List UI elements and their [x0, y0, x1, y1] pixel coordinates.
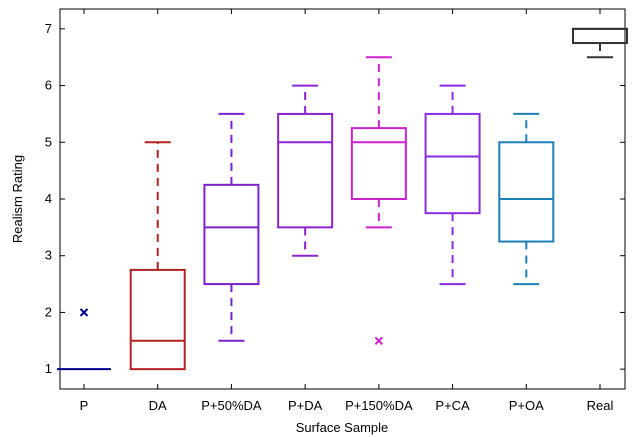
x-tick-label: P: [80, 398, 89, 413]
x-tick-label: DA: [149, 398, 167, 413]
x-axis-ticks: P DA P+50%DA P+DA P+150%DA P+CA P+OA Real: [80, 9, 614, 413]
box-real: [572, 27, 628, 59]
outlier-marker-stroke-b: [374, 336, 384, 345]
x-axis-label: Surface Sample: [296, 420, 389, 435]
y-axis-label: Realism Rating: [10, 155, 25, 243]
box-iqr: [277, 112, 334, 229]
y-tick-label: 1: [45, 361, 52, 376]
box-iqr: [129, 268, 186, 371]
box-iqr: [203, 183, 260, 286]
y-tick-label: 5: [45, 134, 52, 149]
x-tick-label: P+150%DA: [345, 398, 413, 413]
box-p-ca: [424, 84, 481, 286]
x-tick-label: Real: [587, 398, 614, 413]
box-p-50-da: [203, 112, 260, 342]
x-tick-label: P+CA: [435, 398, 470, 413]
y-tick-label: 3: [45, 248, 52, 263]
x-tick-label: P+DA: [288, 398, 323, 413]
outlier-marker-stroke-b: [79, 308, 89, 317]
y-tick-label: 4: [45, 191, 52, 206]
y-tick-label: 6: [45, 78, 52, 93]
x-tick-label: P+OA: [509, 398, 544, 413]
box-iqr: [350, 127, 407, 200]
y-tick-label: 7: [45, 21, 52, 36]
x-tick-label: P+50%DA: [201, 398, 262, 413]
box-p-oa: [498, 112, 555, 286]
y-tick-label: 2: [45, 304, 52, 319]
box-iqr: [498, 141, 555, 243]
box-p-da: [277, 84, 334, 257]
box-series: [57, 27, 628, 371]
box-p: [57, 308, 111, 371]
box-p-150-da: [350, 56, 407, 345]
box-iqr: [424, 112, 481, 215]
box-da: [129, 141, 186, 371]
